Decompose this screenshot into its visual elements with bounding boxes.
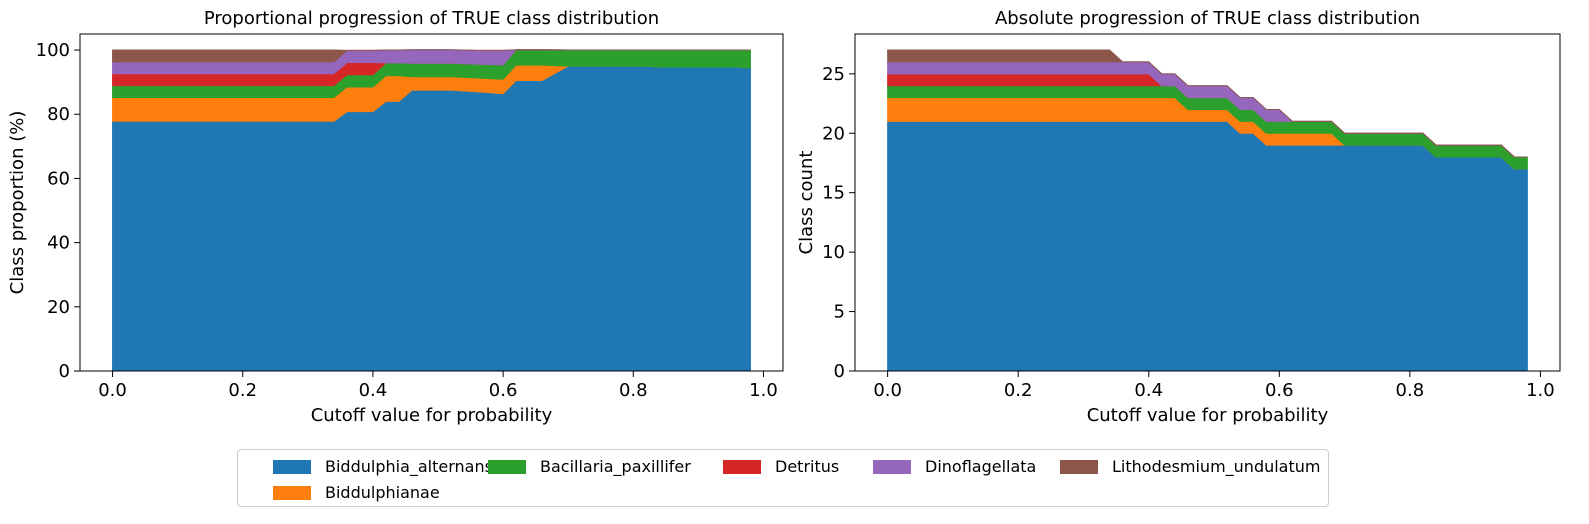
legend: Biddulphia_alternans Biddulphianae Bacilla… [237,449,1329,507]
x-tick-label: 0.2 [228,380,257,401]
x-tick-label: 0.8 [619,380,648,401]
legend-swatch [723,459,761,474]
x-tick-label: 0.0 [98,380,127,401]
legend-label: Dinoflagellata [925,457,1037,476]
chart-title: Proportional progression of TRUE class d… [204,8,659,29]
y-tick-label: 80 [47,104,70,125]
legend-item-detritus: Detritus [723,457,839,476]
legend-swatch [1060,459,1098,474]
x-axis-label: Cutoff value for probability [1087,405,1329,426]
x-tick-label: 0.0 [873,380,902,401]
y-tick-label: 10 [822,242,845,263]
legend-swatch [273,485,311,500]
y-tick-label: 15 [822,183,845,204]
y-tick-label: 20 [47,297,70,318]
area-biddulphia-alternans [887,120,1528,372]
x-tick-label: 0.4 [1134,380,1163,401]
legend-item-biddulphianae: Biddulphianae [273,483,440,502]
y-axis-label: Class proportion (%) [7,111,28,295]
legend-item-dinoflagellata: Dinoflagellata [873,457,1036,476]
area-lithodesmium-undulatum [887,49,1528,158]
legend-label: Biddulphia_alternans [325,457,493,476]
y-tick-label: 60 [47,168,70,189]
legend-label: Lithodesmium_undulatum [1112,457,1321,476]
y-tick-label: 25 [822,64,845,85]
x-tick-label: 0.6 [1265,380,1294,401]
y-tick-label: 5 [834,302,845,323]
x-tick-label: 0.2 [1004,380,1033,401]
x-tick-label: 1.0 [1526,380,1555,401]
legend-item-biddulphia-alternans: Biddulphia_alternans [273,457,493,476]
y-tick-label: 0 [834,361,845,382]
legend-item-lithodesmium-undulatum: Lithodesmium_undulatum [1060,457,1320,476]
legend-label: Biddulphianae [325,483,440,502]
x-tick-label: 0.4 [359,380,388,401]
legend-label: Bacillaria_paxillifer [540,457,691,476]
chart-absolute: 0.0 0.2 0.4 0.6 0.8 1.0 0 5 10 15 20 25 Absolute pro… [796,8,1561,426]
chart-proportional: 0.0 0.2 0.4 0.6 0.8 1.0 0 20 40 60 80 100 Proportion… [7,8,784,426]
y-tick-label: 100 [36,40,70,61]
axes-frame [79,33,784,372]
x-tick-label: 0.8 [1396,380,1425,401]
x-axis-label: Cutoff value for probability [311,405,553,426]
legend-item-bacillaria-paxillifer: Bacillaria_paxillifer [488,457,691,476]
legend-swatch [273,459,311,474]
area-lithodesmium-undulatum [112,49,751,63]
legend-swatch [873,459,911,474]
y-tick-label: 20 [822,123,845,144]
x-tick-label: 1.0 [749,380,778,401]
chart-title: Absolute progression of TRUE class distr… [995,8,1420,29]
axes-frame [854,33,1561,372]
legend-swatch [488,459,526,474]
y-axis-label: Class count [796,151,817,255]
legend-label: Detritus [775,457,840,476]
y-tick-label: 40 [47,233,70,254]
x-tick-label: 0.6 [489,380,518,401]
y-tick-label: 0 [59,361,70,382]
